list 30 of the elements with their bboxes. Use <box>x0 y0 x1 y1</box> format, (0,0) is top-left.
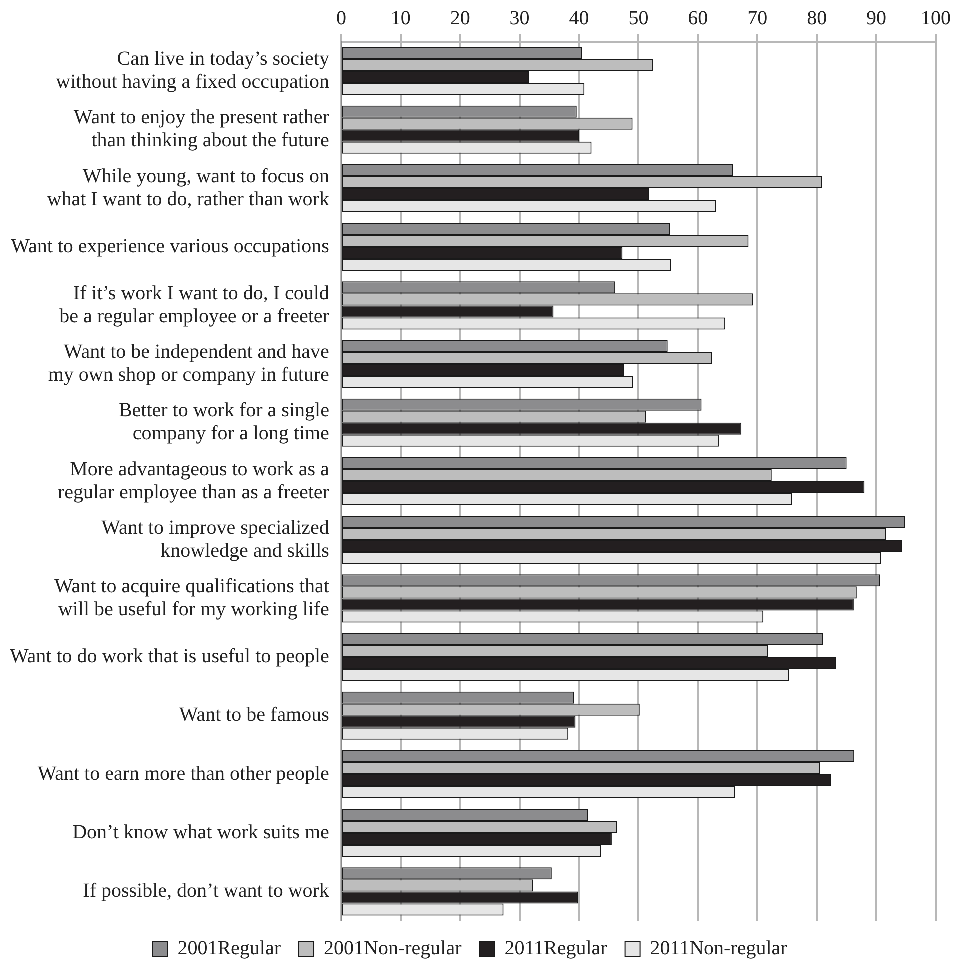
y-tick-label: Want to improve specialized knowledge and skills <box>102 516 330 562</box>
y-tick-label: Don’t know what work suits me <box>72 821 330 844</box>
x-tick-label: 60 <box>688 7 708 30</box>
legend-label: 2001Regular <box>178 937 282 960</box>
y-tick-label: Want to experience various occupations <box>11 235 330 258</box>
legend-label: 2001Non-regular <box>324 937 462 960</box>
y-tick-label: Want to earn more than other people <box>38 762 330 785</box>
x-tick-label: 80 <box>807 7 828 30</box>
x-tick-label: 30 <box>510 7 530 30</box>
legend-label: 2011Non-regular <box>650 937 788 960</box>
x-tick-label: 20 <box>450 7 470 30</box>
x-tick-label: 70 <box>748 7 768 30</box>
y-tick-label: Want to be independent and have my own shop or company in future <box>48 341 330 386</box>
x-tick-label: 50 <box>628 7 649 30</box>
x-tick-label: 0 <box>336 7 346 30</box>
y-tick-label: If possible, don’t want to work <box>83 880 330 902</box>
y-tick-label: Want to be famous <box>179 704 330 726</box>
x-tick-label: 90 <box>866 7 887 30</box>
y-tick-label: Want to do work that is useful to people <box>10 646 330 668</box>
legend-label: 2011Regular <box>504 937 608 960</box>
y-tick-label: More advantageous to work as a regular employee than as a freeter <box>58 458 330 504</box>
x-tick-label: 10 <box>390 7 411 30</box>
y-tick-label: Want to enjoy the present rather than thinking about the future <box>74 106 330 152</box>
y-tick-label: If it’s work I want to do, I could be a regular employee or a freeter <box>60 282 330 328</box>
y-tick-label: Better to work for a single company for a long time <box>118 400 330 445</box>
x-tick-label: 100 <box>921 7 951 30</box>
y-tick-label: While young, want to focus on what I want to do, rather than work <box>47 165 330 210</box>
y-tick-label: Want to acquire qualifications that will be useful for my working life <box>54 575 330 620</box>
y-tick-label: Can live in today’s society without having a fixed occupation <box>56 48 330 94</box>
x-tick-label: 40 <box>569 7 590 30</box>
